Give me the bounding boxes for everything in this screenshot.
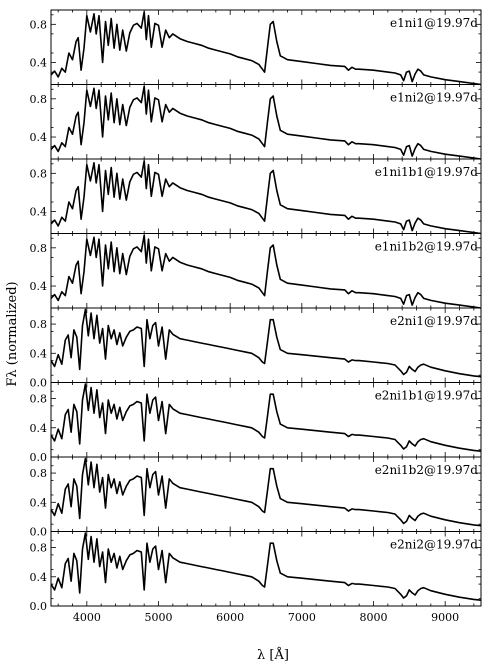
x-tick-label: 9000 [431,611,459,624]
y-tick-label: 0.8 [30,18,48,31]
y-tick-label: 0.4 [30,496,48,509]
panel-label: e1ni1b2@19.97d [375,240,479,254]
spectrum-line [50,383,482,452]
panel-4: 0.4 0.8 e1ni1b2@19.97d [30,233,482,309]
y-tick-label: 0.0 [30,451,48,464]
y-tick-label: 0.8 [30,467,48,480]
panel-label: e2ni1b1@19.97d [375,389,479,403]
panel-label: e2ni1b2@19.97d [375,463,479,477]
x-tick-label: 6000 [216,611,244,624]
y-tick-label: 0.8 [30,242,48,255]
x-tick-label: 5000 [145,611,173,624]
x-tick-label: 8000 [360,611,388,624]
y-tick-label: 0.8 [30,542,48,555]
y-tick-label: 0.0 [30,526,48,539]
y-axis-label: Fλ (normalized) [5,281,20,386]
spectrum-line [50,532,482,601]
panel-8: 0.0 0.4 0.8 e2ni2@19.97d [30,531,482,613]
y-tick-label: 0.4 [30,347,48,360]
panel-7: 0.0 0.4 0.8 e2ni1b2@19.97d [30,456,482,539]
spectrum-line [50,308,482,378]
x-axis-label: λ [Å] [257,647,289,663]
panel-label: e1ni1@19.97d [390,16,478,30]
x-tick-label: 4000 [73,611,101,624]
y-tick-label: 0.4 [30,131,48,144]
y-tick-label: 0.4 [30,422,48,435]
y-tick-label: 0.8 [30,393,48,406]
panel-label: e1ni2@19.97d [390,91,478,105]
x-axis: 4000 5000 6000 7000 8000 9000 [73,611,459,624]
y-tick-label: 0.4 [30,280,48,293]
panel-2: 0.4 0.8 e1ni2@19.97d [30,84,482,160]
y-tick-label: 0.4 [30,57,48,70]
spectrum-line [50,457,482,527]
panel-5: 0.0 0.4 0.8 e2ni1@19.97d [30,307,482,390]
y-tick-label: 0.8 [30,167,48,180]
y-tick-label: 0.0 [30,377,48,390]
y-tick-label: 0.8 [30,93,48,106]
spectrum-line [50,160,482,235]
panel-label: e2ni2@19.97d [390,538,478,552]
spectrum-line [50,234,482,309]
panel-3: 0.4 0.8 e1ni1b1@19.97d [30,158,482,235]
y-tick-label: 0.4 [30,571,48,584]
y-tick-label: 0.4 [30,206,48,219]
panel-6: 0.0 0.4 0.8 e2ni1b1@19.97d [30,382,482,464]
panel-1: 0.4 0.8 e1ni1@19.97d [30,9,482,86]
y-tick-label: 0.8 [30,318,48,331]
panel-label: e1ni1b1@19.97d [375,165,479,179]
y-tick-label: 0.0 [30,600,48,613]
spectrum-line [50,11,482,86]
x-tick-label: 7000 [288,611,316,624]
panel-frame [50,531,482,607]
panel-label: e2ni1@19.97d [390,314,478,328]
spectrum-line [50,85,482,160]
